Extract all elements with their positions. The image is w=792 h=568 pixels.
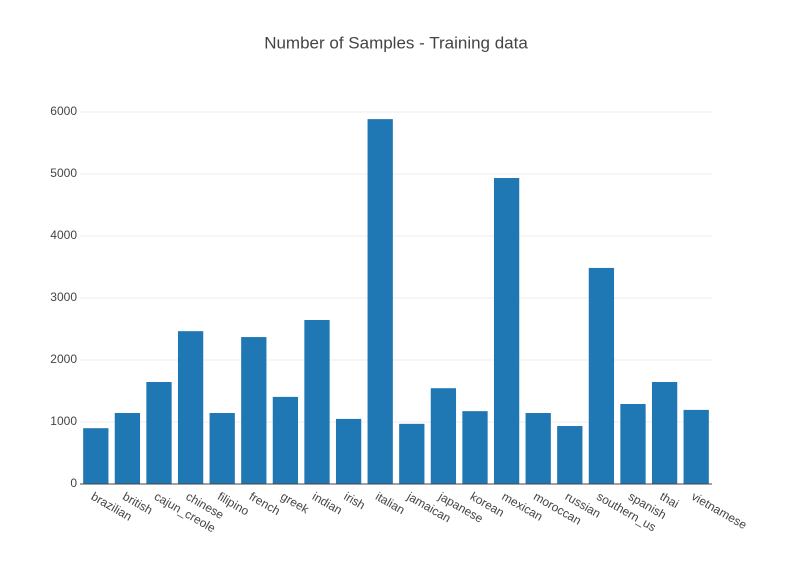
bar (462, 411, 488, 484)
y-tick-label: 3000 (50, 290, 77, 304)
bar (209, 413, 235, 484)
bar (430, 388, 457, 484)
y-tick-label: 4000 (50, 228, 77, 242)
bar (683, 409, 709, 484)
bar (146, 382, 172, 484)
bar (557, 426, 583, 484)
bar (304, 320, 330, 484)
bar (525, 413, 551, 484)
y-tick-label: 5000 (50, 166, 77, 180)
y-tick-label: 2000 (50, 352, 77, 366)
x-tick-label: vietnamese (689, 489, 749, 532)
bar (651, 382, 678, 484)
y-tick-label: 0 (70, 476, 77, 490)
bar (177, 331, 204, 484)
y-tick-label: 1000 (50, 414, 77, 428)
chart-title: Number of Samples - Training data (264, 33, 528, 52)
bar (367, 119, 393, 484)
x-tick-label: greek (278, 489, 312, 517)
x-tick-label: irish (342, 489, 368, 512)
y-tick-label: 6000 (50, 104, 77, 118)
bar (272, 396, 299, 484)
bar (83, 428, 109, 484)
x-tick-label: indian (310, 489, 345, 517)
bar (399, 423, 425, 484)
bar (335, 418, 362, 484)
bar (241, 337, 267, 484)
bar (493, 178, 520, 484)
bar (588, 267, 615, 484)
bar (620, 404, 646, 484)
bar (114, 413, 141, 484)
x-tick-label: italian (373, 489, 407, 517)
x-tick-label: french (247, 489, 283, 518)
